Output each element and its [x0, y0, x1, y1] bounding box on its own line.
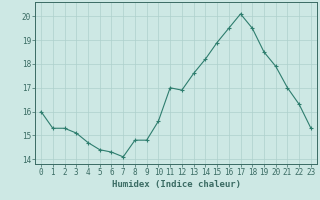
- X-axis label: Humidex (Indice chaleur): Humidex (Indice chaleur): [111, 180, 241, 189]
